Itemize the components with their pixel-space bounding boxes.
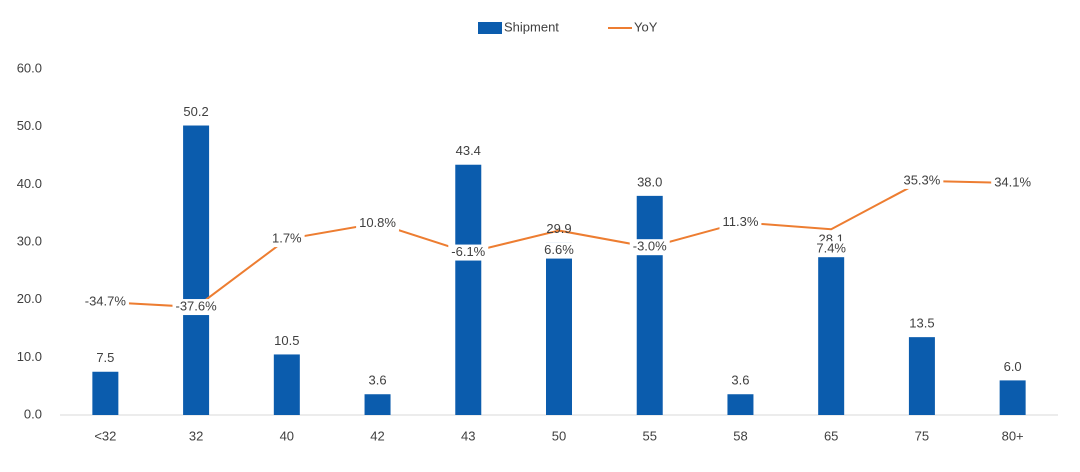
- bar: [908, 337, 935, 415]
- label-background: [172, 299, 220, 316]
- x-tick-label: 32: [189, 428, 203, 443]
- data-label: 3.6: [731, 373, 749, 388]
- x-tick-label: <32: [94, 428, 116, 443]
- data-label: 38.0: [637, 174, 662, 189]
- bar: [999, 380, 1026, 415]
- x-tick-label: 43: [461, 428, 475, 443]
- x-tick-label: 80+: [1002, 428, 1024, 443]
- data-label: -34.7%: [85, 293, 127, 308]
- y-tick-label: 30.0: [17, 233, 42, 248]
- label-background: [356, 215, 399, 232]
- data-label: 1.7%: [272, 230, 302, 245]
- label-background: [81, 294, 129, 311]
- data-label: -37.6%: [175, 298, 217, 313]
- data-label: 7.4%: [816, 241, 846, 256]
- bar: [92, 371, 119, 415]
- x-tick-label: 65: [824, 428, 838, 443]
- data-label: 35.3%: [903, 172, 940, 187]
- x-tick-label: 50: [552, 428, 566, 443]
- label-background: [541, 242, 577, 259]
- label-background: [448, 244, 489, 261]
- data-label: 34.1%: [994, 174, 1031, 189]
- label-background: [268, 231, 305, 248]
- data-label: -6.1%: [451, 244, 485, 259]
- legend-label: Shipment: [504, 19, 559, 34]
- y-tick-label: 50.0: [17, 118, 42, 133]
- data-label: 43.4: [456, 143, 481, 158]
- label-background: [991, 175, 1035, 192]
- y-tick-label: 10.0: [17, 349, 42, 364]
- data-label: 29.9: [546, 221, 571, 236]
- data-label: -3.0%: [633, 239, 667, 254]
- bar: [183, 125, 210, 415]
- bar: [727, 394, 754, 415]
- data-label: 7.5: [96, 350, 114, 365]
- bar: [818, 252, 845, 415]
- data-label: 3.6: [369, 373, 387, 388]
- data-label: 13.5: [909, 316, 934, 331]
- bar: [546, 242, 572, 415]
- label-background: [629, 239, 670, 256]
- legend-swatch: [478, 22, 502, 34]
- legend-label: YoY: [634, 19, 658, 34]
- label-background: [719, 214, 762, 231]
- data-label: 10.8%: [359, 215, 396, 230]
- y-tick-label: 40.0: [17, 176, 42, 191]
- bar: [364, 394, 391, 415]
- bar: [273, 354, 300, 415]
- data-label: 10.5: [274, 333, 299, 348]
- bar: [455, 164, 482, 415]
- y-tick-label: 60.0: [17, 60, 42, 75]
- data-label: 6.6%: [544, 242, 574, 257]
- x-tick-label: 42: [370, 428, 384, 443]
- y-tick-label: 0.0: [24, 406, 42, 421]
- data-label: 6.0: [1004, 359, 1022, 374]
- x-tick-label: 58: [733, 428, 747, 443]
- label-background: [813, 241, 850, 258]
- x-tick-label: 55: [642, 428, 656, 443]
- bar: [636, 195, 663, 415]
- line: [105, 179, 1013, 309]
- data-label: 50.2: [183, 104, 208, 119]
- x-tick-label: 75: [915, 428, 929, 443]
- y-tick-label: 20.0: [17, 291, 42, 306]
- x-tick-label: 40: [280, 428, 294, 443]
- label-background: [900, 172, 944, 189]
- data-label: 11.3%: [723, 214, 759, 229]
